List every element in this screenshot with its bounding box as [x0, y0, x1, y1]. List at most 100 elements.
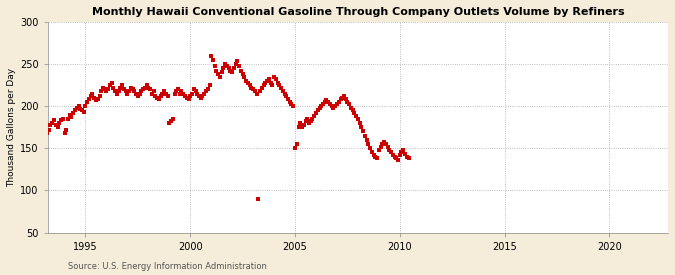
Point [171, 89, 182, 93]
Point [178, 91, 189, 96]
Point [204, 83, 215, 87]
Point [234, 64, 244, 68]
Point [126, 86, 136, 90]
Point [49, 118, 59, 123]
Point [309, 114, 320, 119]
Point [111, 91, 122, 96]
Point [155, 94, 166, 98]
Point [323, 100, 333, 104]
Point [199, 91, 210, 96]
Point [260, 80, 271, 85]
Point [141, 83, 152, 87]
Point [223, 66, 234, 70]
Point [375, 144, 386, 149]
Point [118, 87, 129, 92]
Point [288, 104, 299, 108]
Point [305, 119, 316, 123]
Point [162, 94, 173, 98]
Point [51, 122, 61, 127]
Point [161, 91, 171, 96]
Point [40, 129, 51, 134]
Point [359, 133, 370, 138]
Point [92, 97, 103, 101]
Point [369, 153, 379, 157]
Point [295, 121, 306, 125]
Point [319, 100, 330, 104]
Point [393, 158, 404, 162]
Point [381, 142, 392, 146]
Point [45, 122, 56, 127]
Point [227, 70, 238, 75]
Point [103, 87, 113, 92]
Point [186, 91, 197, 96]
Point [373, 148, 384, 152]
Point [164, 121, 175, 125]
Point [108, 86, 119, 90]
Point [42, 131, 53, 135]
Point [153, 97, 164, 101]
Point [188, 87, 199, 92]
Point [284, 100, 295, 104]
Point [192, 91, 202, 96]
Point [197, 94, 208, 98]
Point [97, 86, 108, 90]
Point [85, 94, 96, 98]
Point [361, 138, 372, 142]
Point [400, 152, 410, 156]
Point [292, 142, 302, 146]
Point [352, 117, 363, 121]
Point [66, 115, 77, 119]
Point [283, 97, 294, 101]
Point [129, 89, 140, 93]
Point [57, 117, 68, 121]
Point [384, 148, 395, 152]
Point [265, 80, 276, 85]
Point [298, 122, 309, 127]
Point [253, 197, 264, 201]
Point [218, 66, 229, 70]
Point [354, 121, 365, 125]
Point [272, 80, 283, 85]
Point [236, 68, 246, 73]
Point [63, 117, 74, 121]
Point [302, 117, 313, 121]
Point [221, 64, 232, 68]
Point [152, 95, 163, 100]
Point [391, 156, 402, 161]
Point [379, 139, 389, 144]
Point [296, 125, 307, 130]
Point [349, 111, 360, 115]
Point [242, 80, 253, 85]
Point [220, 62, 231, 66]
Point [148, 89, 159, 93]
Point [267, 83, 278, 87]
Point [140, 86, 151, 90]
Point [64, 112, 75, 117]
Point [183, 97, 194, 101]
Point [167, 117, 178, 121]
Point [256, 86, 267, 90]
Point [310, 111, 321, 115]
Point [72, 106, 82, 110]
Point [370, 155, 381, 159]
Point [80, 104, 91, 108]
Point [239, 75, 250, 79]
Point [165, 119, 176, 123]
Point [300, 119, 311, 123]
Point [87, 91, 98, 96]
Point [157, 91, 168, 96]
Point [132, 94, 143, 98]
Point [146, 91, 157, 96]
Point [394, 153, 405, 157]
Point [286, 102, 297, 107]
Point [316, 104, 327, 108]
Point [138, 87, 148, 92]
Point [398, 148, 409, 152]
Point [279, 91, 290, 96]
Point [96, 89, 107, 93]
Point [337, 95, 348, 100]
Point [248, 87, 259, 92]
Point [333, 100, 344, 104]
Point [228, 66, 239, 70]
Point [180, 94, 190, 98]
